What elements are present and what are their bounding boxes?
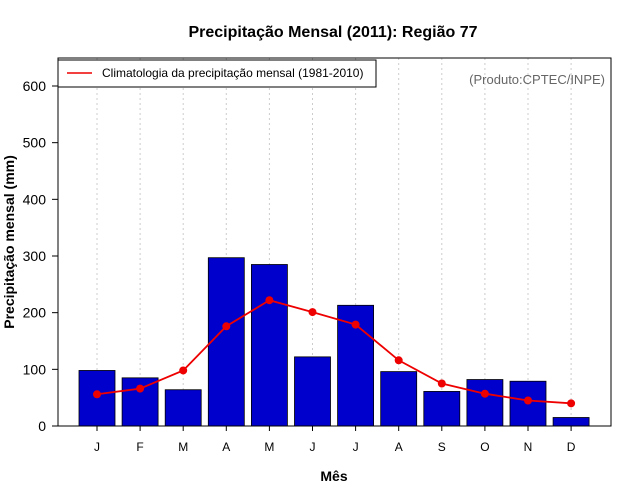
- legend: Climatologia da precipitação mensal (198…: [57, 59, 377, 88]
- climatology-point: [136, 384, 145, 393]
- bar: [294, 356, 331, 427]
- bars: [78, 257, 590, 427]
- x-tick-label: S: [438, 440, 446, 454]
- bar: [250, 264, 288, 427]
- y-axis: 0 100 200 300 400 500 600: [23, 78, 58, 434]
- climatology-point: [179, 366, 188, 375]
- climatology-point: [394, 356, 403, 365]
- climatology-point: [308, 308, 317, 317]
- x-tick-label: O: [480, 440, 489, 454]
- x-tick-label: D: [567, 440, 576, 454]
- climatology-point: [222, 322, 231, 331]
- credit-label: (Produto:CPTEC/INPE): [469, 72, 605, 87]
- climatology-point: [524, 396, 532, 405]
- y-tick-label: 200: [23, 305, 47, 321]
- x-tick-label: J: [94, 440, 100, 454]
- bar: [466, 379, 504, 427]
- bar: [552, 417, 590, 427]
- bar: [164, 389, 202, 427]
- climatology-point: [265, 296, 274, 305]
- x-tick-label: M: [178, 440, 188, 454]
- y-tick-label: 300: [23, 248, 47, 264]
- bar: [380, 371, 418, 427]
- plot-frame: [57, 57, 612, 427]
- climatology-point: [567, 399, 576, 408]
- legend-label: Climatologia da precipitação mensal (198…: [102, 66, 363, 80]
- x-tick-label: N: [524, 440, 533, 454]
- y-tick-label: 100: [23, 361, 47, 377]
- x-tick-label: A: [395, 440, 403, 454]
- grid-lines: [96, 58, 572, 426]
- x-tick-label: J: [310, 440, 316, 454]
- climatology-point: [437, 379, 446, 388]
- y-tick-label: 0: [38, 418, 46, 434]
- y-tick-label: 400: [23, 191, 47, 207]
- x-tick-label: J: [353, 440, 359, 454]
- climatology-point: [93, 390, 101, 399]
- x-axis-label: Mês: [320, 468, 347, 484]
- chart-title: Precipitação Mensal (2011): Região 77: [188, 24, 477, 41]
- climatology-point: [351, 320, 360, 329]
- bar: [423, 391, 461, 427]
- bar: [207, 257, 245, 427]
- x-tick-label: M: [264, 440, 274, 454]
- y-tick-label: 600: [23, 78, 47, 94]
- y-axis-label: Precipitação mensal (mm): [1, 155, 17, 329]
- bar: [509, 380, 547, 427]
- legend-box: [57, 59, 377, 88]
- climatology-series: [93, 296, 576, 408]
- climatology-line: [96, 299, 572, 405]
- x-tick-label: A: [222, 440, 230, 454]
- y-tick-label: 500: [23, 135, 47, 151]
- x-tick-label: F: [136, 440, 143, 454]
- climatology-point: [480, 389, 489, 398]
